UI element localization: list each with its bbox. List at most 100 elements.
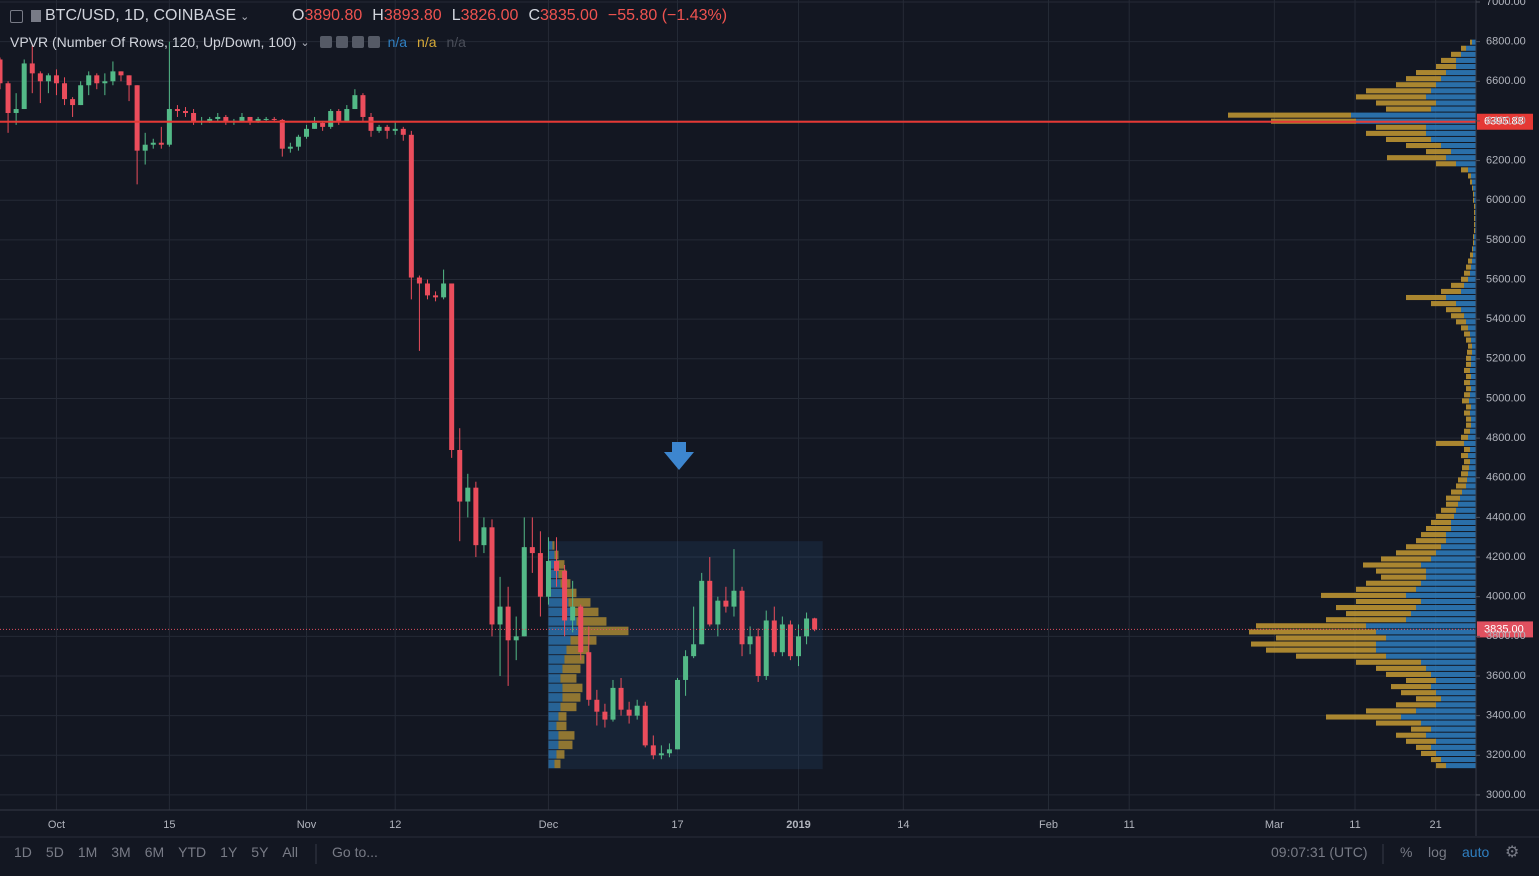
fixed-profile-down bbox=[556, 750, 565, 759]
profile-up bbox=[1456, 507, 1476, 513]
profile-up bbox=[1474, 240, 1476, 246]
auto-toggle[interactable]: auto bbox=[1462, 844, 1490, 860]
profile-down bbox=[1462, 465, 1469, 471]
icon[interactable] bbox=[351, 36, 364, 48]
candle-body bbox=[207, 118, 213, 121]
profile-down bbox=[1466, 416, 1471, 422]
candle-body bbox=[594, 699, 600, 712]
price-lines: 6395.88 3835.00 bbox=[0, 113, 1533, 638]
goto[interactable]: Go to... bbox=[332, 844, 378, 860]
profile-up bbox=[1471, 173, 1476, 179]
indicator-name[interactable]: VPVR (Number Of Rows, 120, Up/Down, 100) bbox=[10, 34, 297, 50]
profile-up bbox=[1471, 361, 1476, 367]
profile-up bbox=[1421, 580, 1476, 586]
profile-up bbox=[1464, 313, 1476, 319]
log-toggle[interactable]: log bbox=[1428, 844, 1447, 860]
candle-body bbox=[279, 119, 285, 149]
candle-body bbox=[191, 112, 197, 121]
candle-body bbox=[408, 134, 414, 278]
candle-body bbox=[118, 71, 124, 76]
fixed-profile-up bbox=[548, 702, 561, 712]
profile-up bbox=[1470, 331, 1476, 337]
profile-down bbox=[1376, 568, 1426, 574]
profile-up bbox=[1472, 179, 1476, 185]
profile-up bbox=[1471, 337, 1476, 343]
candle-body bbox=[804, 618, 810, 637]
candle-body bbox=[586, 652, 592, 700]
profile-down bbox=[1473, 234, 1474, 240]
profile-up bbox=[1376, 647, 1476, 653]
range-button[interactable]: 1D bbox=[14, 844, 32, 860]
fixed-profile-up bbox=[548, 569, 559, 579]
fixed-profile-up bbox=[548, 683, 563, 693]
range-button[interactable]: YTD bbox=[178, 844, 207, 860]
fixed-profile-down bbox=[566, 645, 589, 655]
range-button[interactable]: 1Y bbox=[220, 844, 238, 860]
profile-up bbox=[1471, 374, 1476, 380]
range-button[interactable]: 5Y bbox=[251, 844, 269, 860]
profile-down bbox=[1446, 501, 1458, 507]
fixed-profile-up bbox=[548, 626, 579, 636]
candle-body bbox=[691, 644, 697, 657]
clock[interactable]: 09:07:31 (UTC) bbox=[1271, 844, 1368, 860]
candle-body bbox=[497, 606, 503, 625]
icon[interactable] bbox=[319, 36, 332, 48]
profile-down bbox=[1456, 319, 1466, 325]
profile-up bbox=[1431, 136, 1476, 142]
profile-down bbox=[1251, 641, 1376, 647]
fixed-profile-up bbox=[548, 636, 571, 645]
profile-down bbox=[1436, 161, 1456, 167]
settings[interactable]: ⚙ bbox=[1505, 844, 1520, 861]
collapse-icon[interactable] bbox=[10, 9, 23, 23]
y-tick-label: 4400.00 bbox=[1486, 511, 1526, 523]
candle-body bbox=[70, 99, 76, 106]
candle-body bbox=[521, 547, 527, 637]
candle-body bbox=[578, 606, 584, 653]
profile-down bbox=[1461, 167, 1468, 173]
profile-up bbox=[1470, 459, 1476, 465]
x-tick-label: Feb bbox=[1039, 819, 1058, 831]
chevron[interactable]: ⌄ bbox=[240, 10, 250, 23]
candle-body bbox=[465, 487, 471, 502]
profile-down bbox=[1467, 349, 1472, 355]
profile-down bbox=[1461, 276, 1468, 282]
icon[interactable] bbox=[335, 36, 348, 48]
profile-down bbox=[1474, 222, 1475, 228]
candle-body bbox=[658, 753, 664, 756]
candle-body bbox=[287, 146, 293, 149]
range-button[interactable]: All bbox=[282, 844, 298, 860]
symbol[interactable]: BTC/USD, 1D, COINBASE bbox=[45, 7, 237, 24]
candle-body bbox=[328, 111, 334, 127]
percent-toggle[interactable]: % bbox=[1400, 844, 1413, 860]
candle-body bbox=[78, 85, 84, 106]
profile-up bbox=[1468, 471, 1476, 477]
candle-body bbox=[142, 144, 148, 151]
candle-body bbox=[602, 711, 608, 720]
fixed-profile-up bbox=[548, 607, 573, 617]
fixed-profile-up bbox=[548, 712, 559, 721]
profile-down bbox=[1472, 246, 1473, 252]
range-button[interactable]: 5D bbox=[45, 844, 64, 860]
fixed-profile-up bbox=[548, 645, 567, 655]
icon[interactable] bbox=[367, 36, 380, 48]
profile-down bbox=[1366, 130, 1426, 136]
profile-down bbox=[1451, 489, 1462, 495]
profile-up bbox=[1474, 234, 1476, 240]
profile-down bbox=[1441, 57, 1456, 63]
chevron[interactable]: ⌄ bbox=[300, 36, 310, 49]
profile-up bbox=[1468, 325, 1476, 331]
range-button[interactable]: 6M bbox=[144, 844, 165, 860]
profile-up bbox=[1456, 57, 1476, 63]
fixed-profile-up bbox=[548, 750, 557, 759]
range-button[interactable]: 1M bbox=[77, 844, 98, 860]
profile-up bbox=[1436, 677, 1476, 684]
candle-body bbox=[779, 624, 785, 653]
profile-up bbox=[1464, 440, 1476, 446]
range-button[interactable]: 3M bbox=[111, 844, 131, 860]
profile-down bbox=[1366, 580, 1421, 586]
profile-down bbox=[1326, 617, 1406, 623]
profile-down bbox=[1464, 410, 1470, 416]
candle-body bbox=[433, 295, 439, 298]
profile-up bbox=[1446, 294, 1476, 301]
